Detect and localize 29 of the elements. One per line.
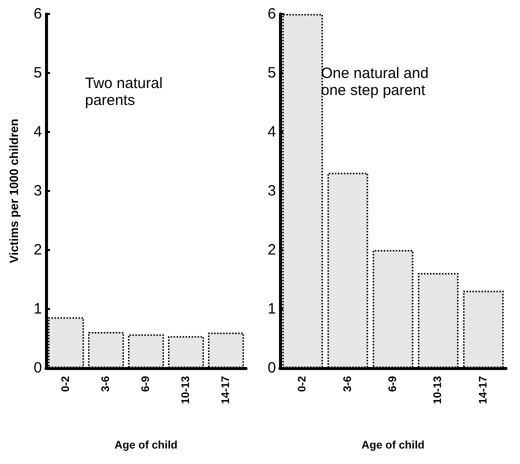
y-tick-label: 4 (34, 124, 42, 140)
y-tick-label: 5 (268, 64, 276, 82)
y-tick-label: 6 (34, 6, 42, 22)
x-tick-label: 0-2 (60, 376, 72, 392)
text: One natural and one step parent (321, 65, 429, 99)
y-tick-label: 2 (34, 242, 42, 258)
y-tick-label: 1 (34, 300, 42, 318)
x-tick-label: 3-6 (100, 376, 112, 392)
text: Two natural parents (85, 75, 163, 109)
x-tick-label: 3-6 (342, 376, 354, 392)
x-axis-title: Age of child (362, 440, 424, 452)
y-tick-label: 0 (268, 360, 276, 376)
x-tick-label: 6-9 (140, 376, 152, 392)
y-tick-label: 3 (268, 182, 276, 200)
y-axis-title: Victims per 1000 children (7, 118, 21, 264)
x-tick-label: 14-17 (220, 376, 232, 404)
x-tick-label: 14-17 (477, 376, 490, 404)
x-axis-title: Age of child (114, 440, 178, 452)
y-tick-label: 4 (268, 124, 276, 140)
y-tick-label: 6 (268, 6, 276, 22)
y-tick-label: 5 (34, 64, 42, 82)
x-tick-label: 6-9 (387, 376, 399, 392)
x-tick-label: 10-13 (180, 376, 192, 404)
y-tick-label: 1 (268, 300, 276, 318)
y-tick-label: 3 (34, 182, 42, 200)
x-tick-label: 0-2 (296, 376, 309, 392)
x-tick-label: 10-13 (432, 376, 444, 404)
y-tick-label: 2 (268, 242, 276, 258)
y-tick-label: 0 (34, 360, 42, 376)
